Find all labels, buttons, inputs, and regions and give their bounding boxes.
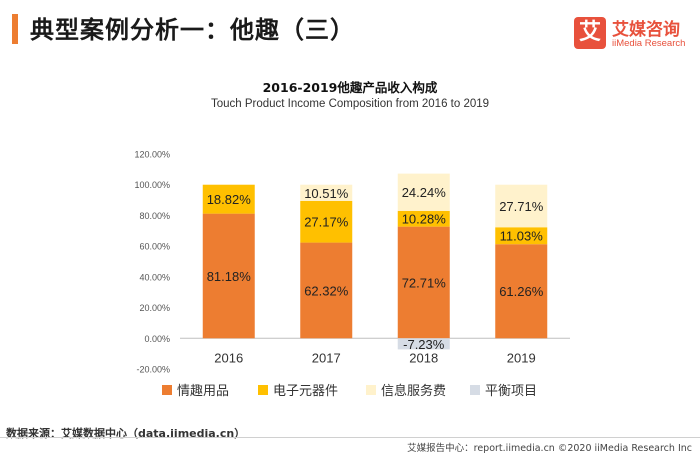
logo-icon: 艾 bbox=[574, 17, 606, 49]
footer-bar: 艾媒报告中心：report.iimedia.cn ©2020 iiMedia R… bbox=[0, 437, 700, 455]
page-title: 典型案例分析一：他趣（三） bbox=[30, 16, 355, 44]
data-label: 72.71% bbox=[402, 275, 447, 290]
data-source: 数据来源：艾媒数据中心（data.iimedia.cn） bbox=[6, 427, 246, 440]
data-label: -7.23% bbox=[403, 337, 445, 352]
x-tick-label: 2018 bbox=[409, 350, 438, 365]
data-label: 10.51% bbox=[304, 186, 349, 201]
bar-segment bbox=[397, 226, 450, 339]
legend-swatch bbox=[162, 385, 172, 395]
data-label: 11.03% bbox=[500, 229, 544, 244]
data-label: 81.18% bbox=[207, 269, 252, 284]
data-label: 27.71% bbox=[499, 199, 544, 214]
legend-label: 平衡项目 bbox=[485, 384, 537, 399]
bar-segment bbox=[495, 244, 548, 339]
bar-segment bbox=[300, 200, 353, 243]
x-tick-label: 2017 bbox=[312, 350, 341, 365]
x-tick-label: 2016 bbox=[214, 350, 243, 365]
data-label: 62.32% bbox=[304, 283, 349, 298]
bar-segment bbox=[202, 213, 255, 339]
bar-segment bbox=[202, 184, 255, 214]
legend-label: 信息服务费 bbox=[381, 383, 446, 399]
y-tick-label: 40.00% bbox=[139, 272, 170, 282]
data-label: 27.17% bbox=[304, 215, 349, 230]
iimedia-logo: 艾 艾媒咨询 iiMedia Research bbox=[574, 15, 694, 55]
y-tick-label: 100.00% bbox=[134, 180, 170, 190]
bar-segment bbox=[397, 338, 450, 350]
chart-subtitle: Touch Product Income Composition from 20… bbox=[210, 98, 490, 110]
bar-segment bbox=[397, 173, 450, 211]
legend-label: 电子元器件 bbox=[273, 384, 338, 399]
y-tick-label: 120.00% bbox=[134, 150, 170, 160]
legend-label: 情趣用品 bbox=[177, 384, 229, 399]
bar-segment bbox=[495, 227, 548, 245]
footer-copyright: 艾媒报告中心：report.iimedia.cn ©2020 iiMedia R… bbox=[407, 443, 692, 454]
logo-name-cn: 艾媒咨询 bbox=[612, 20, 680, 40]
title-accent-bar bbox=[12, 14, 18, 44]
y-tick-label: -20.00% bbox=[136, 365, 170, 375]
bar-segment bbox=[397, 210, 450, 227]
y-tick-label: 80.00% bbox=[139, 211, 170, 221]
data-label: 24.24% bbox=[402, 185, 447, 200]
y-tick-label: 60.00% bbox=[139, 242, 170, 252]
y-tick-label: 20.00% bbox=[139, 303, 170, 313]
legend-swatch bbox=[366, 385, 376, 395]
bar-segment bbox=[495, 184, 548, 228]
x-tick-label: 2019 bbox=[507, 350, 536, 365]
legend-swatch bbox=[470, 385, 480, 395]
data-label: 10.28% bbox=[402, 212, 447, 227]
y-tick-label: 0.00% bbox=[144, 334, 170, 344]
legend-swatch bbox=[258, 385, 268, 395]
data-label: 61.26% bbox=[499, 284, 544, 299]
chart-title: 2016-2019他趣产品收入构成 bbox=[262, 80, 438, 95]
bar-segment bbox=[300, 184, 353, 201]
logo-name-en: iiMedia Research bbox=[612, 38, 686, 49]
bar-segment bbox=[300, 242, 353, 339]
data-label: 18.82% bbox=[207, 192, 252, 207]
